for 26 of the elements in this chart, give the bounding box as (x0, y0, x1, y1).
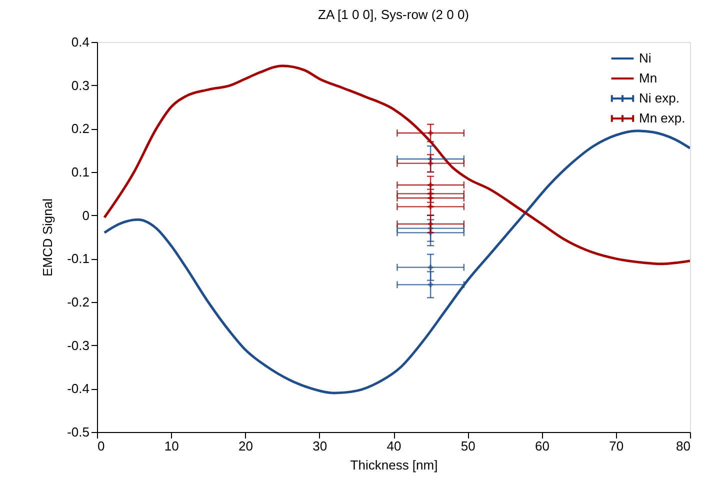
y-tick-label: 0.1 (71, 164, 90, 180)
x-tick-label: 50 (460, 438, 476, 454)
x-tick-label: 40 (386, 438, 402, 454)
legend-label: Ni exp. (639, 90, 680, 106)
legend-label: Mn exp. (639, 110, 686, 126)
chart-title: ZA [1 0 0], Sys-row (2 0 0) (318, 7, 469, 22)
y-tick-label: 0.2 (71, 121, 90, 136)
x-tick-label: 80 (676, 438, 690, 454)
x-tick-label: 60 (535, 438, 550, 454)
x-tick-label: 10 (164, 438, 179, 454)
x-axis-title: Thickness [nm] (350, 458, 438, 472)
y-tick-label: -0.2 (67, 294, 90, 310)
x-tick-label: 20 (238, 438, 253, 454)
legend-label: Mn (639, 70, 658, 86)
y-tick-label: -0.3 (67, 338, 90, 353)
y-tick-label: 0.4 (71, 34, 90, 50)
y-tick-label: 0.3 (71, 78, 90, 93)
x-tick-label: 30 (312, 438, 328, 454)
y-axis-title: EMCD Signal (40, 198, 56, 277)
y-tick-label: -0.5 (67, 424, 90, 440)
x-tick-label: 70 (609, 438, 624, 454)
y-tick-label: 0 (82, 208, 90, 223)
y-tick-label: -0.1 (67, 251, 90, 266)
legend-label: Ni (639, 50, 652, 66)
x-tick-label: 0 (98, 438, 105, 454)
y-tick-label: -0.4 (67, 381, 90, 396)
